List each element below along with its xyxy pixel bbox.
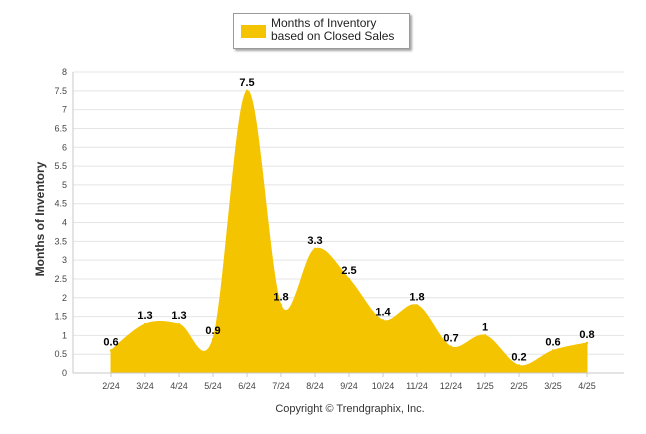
y-tick-label: 5.5: [54, 161, 67, 171]
data-point: [177, 322, 181, 326]
y-tick-label: 2: [62, 293, 67, 303]
legend: Months of Inventory based on Closed Sale…: [233, 13, 410, 49]
data-label: 1.3: [171, 310, 186, 322]
y-tick-label: 5: [62, 180, 67, 190]
data-point: [517, 364, 521, 367]
data-label: 1.4: [375, 306, 391, 318]
data-label: 1.3: [137, 310, 152, 322]
x-tick-label: 11/24: [406, 381, 428, 391]
y-tick-label: 4.5: [54, 199, 67, 209]
x-tick-label: 1/25: [476, 381, 494, 391]
data-label: 0.6: [103, 336, 118, 348]
data-label: 0.2: [511, 351, 526, 363]
data-point: [313, 247, 317, 251]
data-label: 1: [482, 321, 488, 333]
data-point: [483, 334, 487, 337]
x-tick-label: 4/25: [578, 381, 596, 391]
y-tick-label: 6.5: [54, 123, 67, 133]
data-point: [585, 341, 589, 345]
y-tick-label: 0.5: [54, 349, 67, 359]
data-label: 0.8: [579, 329, 594, 341]
data-point: [211, 337, 215, 341]
x-tick-label: 10/24: [372, 381, 395, 391]
x-tick-label: 2/24: [102, 381, 120, 391]
data-point: [551, 349, 555, 352]
data-label: 0.6: [545, 336, 560, 348]
x-tick-label: 7/24: [272, 381, 290, 391]
y-tick-label: 3: [62, 255, 67, 265]
y-tick-label: 7.5: [54, 86, 67, 96]
data-point: [143, 322, 147, 326]
legend-swatch: [241, 25, 266, 38]
data-label: 7.5: [239, 77, 254, 89]
data-point: [381, 319, 385, 322]
x-tick-label: 5/24: [204, 381, 222, 391]
x-tick-label: 6/24: [238, 381, 256, 391]
x-tick-label: 3/25: [544, 381, 562, 391]
data-label: 0.7: [443, 333, 458, 345]
x-tick-label: 12/24: [440, 381, 463, 391]
copyright-text: Copyright © Trendgraphix, Inc.: [275, 403, 425, 415]
data-point: [109, 349, 113, 352]
data-label: 0.9: [205, 325, 220, 337]
x-tick-label: 9/24: [340, 381, 358, 391]
y-axis-label: Months of Inventory: [33, 161, 47, 277]
data-point: [415, 304, 419, 307]
data-point: [347, 277, 351, 281]
y-tick-label: 3.5: [54, 236, 67, 246]
data-point: [245, 89, 249, 93]
y-tick-label: 4: [62, 218, 67, 228]
data-label: 1.8: [273, 291, 288, 303]
data-label: 1.8: [409, 291, 424, 303]
data-label: 3.3: [307, 235, 322, 247]
y-tick-label: 6: [62, 142, 67, 152]
y-tick-label: 2.5: [54, 274, 67, 284]
x-tick-label: 2/25: [510, 381, 528, 391]
legend-label: Months of Inventory based on Closed Sale…: [271, 16, 395, 43]
data-label: 2.5: [341, 265, 356, 277]
y-tick-label: 0: [62, 368, 67, 378]
data-point: [449, 345, 453, 348]
x-tick-label: 8/24: [306, 381, 324, 391]
y-tick-label: 1.5: [54, 312, 67, 322]
y-tick-label: 7: [62, 105, 67, 115]
x-tick-label: 3/24: [136, 381, 154, 391]
x-tick-label: 4/24: [170, 381, 188, 391]
y-tick-label: 8: [62, 67, 67, 77]
data-point: [279, 304, 283, 307]
y-tick-label: 1: [62, 330, 67, 340]
series-area: [110, 90, 588, 374]
